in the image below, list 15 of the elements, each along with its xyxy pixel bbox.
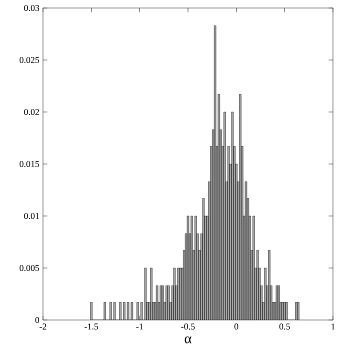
x-tick-label: 1 — [332, 324, 335, 330]
x-tick-label: -0.5 — [181, 324, 195, 330]
y-tick-label: 0.02 — [24, 108, 40, 116]
y-tick-label: 0.03 — [24, 4, 40, 12]
y-tick-label: 0.01 — [24, 212, 40, 220]
x-tick-label: -1 — [136, 324, 144, 330]
x-tick-label: 0.5 — [280, 324, 290, 330]
x-tick-label: 0 — [234, 324, 238, 330]
y-tick-label: 0.025 — [20, 56, 40, 64]
y-tick-label: 0.005 — [20, 264, 40, 272]
x-tick-label: -1.5 — [84, 324, 98, 330]
x-axis-title: α — [185, 336, 192, 344]
y-tick-label: 0.015 — [20, 160, 40, 168]
x-tick-label: -2 — [40, 324, 46, 330]
y-tick-label: 0 — [36, 316, 40, 324]
